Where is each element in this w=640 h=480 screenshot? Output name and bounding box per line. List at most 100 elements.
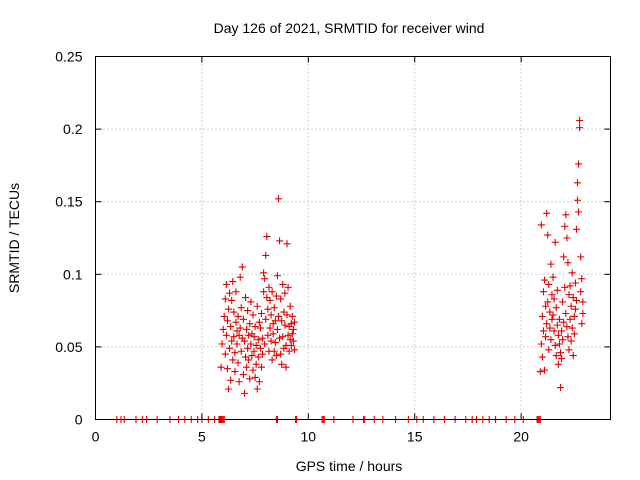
data-point-marker (250, 333, 258, 341)
data-point-marker (245, 331, 253, 339)
data-point-marker (568, 324, 576, 332)
data-point-marker (251, 373, 259, 381)
data-point-marker (232, 288, 240, 296)
data-point-marker (538, 312, 546, 320)
data-point-marker (574, 196, 582, 204)
x-tick-label: 5 (198, 429, 206, 445)
data-point-marker (260, 288, 268, 296)
data-point-marker (287, 320, 295, 328)
data-point-marker (555, 340, 563, 348)
data-point-marker (226, 289, 234, 297)
data-point-marker (278, 360, 286, 368)
data-point-marker (217, 363, 225, 371)
data-point-marker (260, 269, 268, 277)
data-point-marker (223, 317, 231, 325)
data-point-marker (565, 346, 573, 354)
data-point-marker (262, 251, 270, 259)
data-point-marker (571, 305, 579, 313)
y-axis-title: SRMTID / TECUs (6, 183, 22, 293)
data-point-marker (253, 302, 261, 310)
data-point-marker (267, 311, 275, 319)
data-point-marker (271, 317, 279, 325)
y-tick-label: 0.25 (55, 49, 82, 65)
data-point-marker (272, 292, 280, 300)
data-point-marker (266, 296, 274, 304)
data-point-marker (570, 312, 578, 320)
data-point-marker (577, 288, 585, 296)
data-point-marker (227, 323, 235, 331)
data-point-marker (537, 221, 545, 229)
data-point-marker (242, 353, 250, 361)
data-point-marker (553, 286, 561, 294)
data-point-marker (263, 294, 271, 302)
data-point-marker (567, 302, 575, 310)
data-point-marker (238, 263, 246, 271)
y-tick-label: 0.05 (55, 339, 82, 355)
data-point-marker (231, 349, 239, 357)
x-tick-label: 20 (513, 429, 529, 445)
data-point-marker (279, 333, 287, 341)
data-point-marker (278, 317, 286, 325)
data-point-marker (253, 385, 261, 393)
y-tick-label: 0 (75, 412, 83, 428)
data-point-marker (560, 318, 568, 326)
data-point-marker (554, 360, 562, 368)
data-point-marker (218, 340, 226, 348)
data-point-marker (543, 320, 551, 328)
data-point-marker (271, 339, 279, 347)
data-point-marker (558, 355, 566, 363)
data-point-marker (559, 336, 567, 344)
data-point-marker (290, 318, 298, 326)
data-point-marker (563, 323, 571, 331)
data-point-marker (549, 311, 557, 319)
data-point-marker (288, 330, 296, 338)
data-point-marker (575, 160, 583, 168)
data-point-marker (261, 340, 269, 348)
data-point-marker (281, 289, 289, 297)
data-point-marker (575, 208, 583, 216)
data-point-marker (237, 304, 245, 312)
data-point-marker (246, 375, 254, 383)
data-point-marker (264, 331, 272, 339)
data-point-marker (229, 278, 237, 286)
data-point-marker (544, 298, 552, 306)
data-point-marker (239, 315, 247, 323)
data-point-marker (249, 311, 257, 319)
data-point-marker (233, 340, 241, 348)
data-point-marker (571, 279, 579, 287)
data-point-marker (250, 347, 258, 355)
data-points (113, 116, 587, 423)
data-point-marker (262, 315, 270, 323)
data-point-marker (564, 259, 572, 267)
data-point-marker (259, 334, 267, 342)
data-point-marker (280, 308, 288, 316)
data-point-marker (290, 346, 298, 354)
data-point-marker (270, 347, 278, 355)
data-point-marker (247, 340, 255, 348)
data-point-marker (537, 340, 545, 348)
data-point-marker (239, 370, 247, 378)
x-tick-label: 10 (301, 429, 317, 445)
data-point-marker (234, 359, 242, 367)
data-point-marker (221, 295, 229, 303)
y-tick-label: 0.15 (55, 194, 82, 210)
data-point-marker (235, 331, 243, 339)
x-tick-labels: 0 5 10 15 20 (92, 429, 530, 445)
data-point-marker (282, 363, 290, 371)
data-point-marker (542, 333, 550, 341)
data-point-marker (289, 337, 297, 345)
data-point-marker (276, 237, 284, 245)
data-point-marker (257, 310, 265, 318)
data-point-marker (574, 179, 582, 187)
data-point-marker (283, 311, 291, 319)
data-point-marker (273, 272, 281, 280)
data-point-marker (562, 310, 570, 318)
data-point-marker (235, 378, 243, 386)
data-point-marker (547, 260, 555, 268)
data-point-marker (243, 325, 251, 333)
data-point-marker (225, 385, 233, 393)
data-point-marker (539, 288, 547, 296)
data-point-marker (264, 305, 272, 313)
data-point-marker (270, 304, 278, 312)
data-point-marker (223, 365, 231, 373)
